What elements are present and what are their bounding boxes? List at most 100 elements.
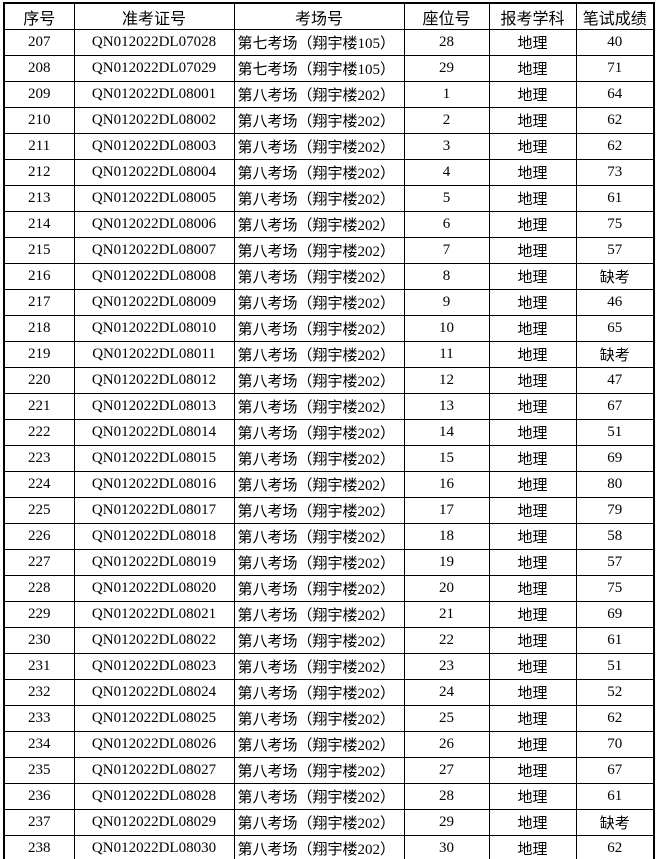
table-row: 209 QN012022DL08001 第八考场（翔宇楼202） 1 地理 64	[3, 81, 655, 108]
cell-score: 52	[575, 679, 655, 706]
cell-seq: 210	[3, 107, 75, 134]
cell-score: 58	[575, 523, 655, 550]
cell-ticket: QN012022DL08018	[73, 523, 235, 550]
table-row: 216 QN012022DL08008 第八考场（翔宇楼202） 8 地理 缺考	[3, 263, 655, 290]
cell-ticket: QN012022DL08026	[73, 731, 235, 758]
cell-room: 第八考场（翔宇楼202）	[233, 627, 405, 654]
cell-subject: 地理	[488, 809, 577, 836]
cell-subject: 地理	[488, 367, 577, 394]
cell-subject: 地理	[488, 783, 577, 810]
cell-seat: 29	[403, 55, 490, 82]
cell-ticket: QN012022DL08013	[73, 393, 235, 420]
cell-score: 40	[575, 29, 655, 56]
cell-score: 缺考	[575, 263, 655, 290]
table-row: 229 QN012022DL08021 第八考场（翔宇楼202） 21 地理 69	[3, 601, 655, 628]
cell-ticket: QN012022DL08028	[73, 783, 235, 810]
cell-score: 69	[575, 445, 655, 472]
cell-seq: 236	[3, 783, 75, 810]
table-row: 218 QN012022DL08010 第八考场（翔宇楼202） 10 地理 65	[3, 315, 655, 342]
cell-room: 第八考场（翔宇楼202）	[233, 575, 405, 602]
cell-ticket: QN012022DL08004	[73, 159, 235, 186]
cell-subject: 地理	[488, 679, 577, 706]
cell-seq: 223	[3, 445, 75, 472]
col-header-seq: 序号	[3, 2, 75, 30]
cell-score: 57	[575, 549, 655, 576]
cell-seq: 209	[3, 81, 75, 108]
cell-score: 69	[575, 601, 655, 628]
cell-subject: 地理	[488, 653, 577, 680]
cell-room: 第八考场（翔宇楼202）	[233, 211, 405, 238]
cell-room: 第八考场（翔宇楼202）	[233, 783, 405, 810]
cell-score: 缺考	[575, 341, 655, 368]
cell-ticket: QN012022DL08014	[73, 419, 235, 446]
cell-ticket: QN012022DL08007	[73, 237, 235, 264]
cell-ticket: QN012022DL08015	[73, 445, 235, 472]
cell-room: 第八考场（翔宇楼202）	[233, 419, 405, 446]
cell-seat: 28	[403, 29, 490, 56]
cell-score: 71	[575, 55, 655, 82]
table-row: 223 QN012022DL08015 第八考场（翔宇楼202） 15 地理 69	[3, 445, 655, 472]
cell-seq: 211	[3, 133, 75, 160]
cell-score: 61	[575, 627, 655, 654]
cell-room: 第八考场（翔宇楼202）	[233, 263, 405, 290]
table-row: 215 QN012022DL08007 第八考场（翔宇楼202） 7 地理 57	[3, 237, 655, 264]
cell-seq: 217	[3, 289, 75, 316]
cell-score: 67	[575, 393, 655, 420]
table-row: 226 QN012022DL08018 第八考场（翔宇楼202） 18 地理 58	[3, 523, 655, 550]
cell-seat: 11	[403, 341, 490, 368]
cell-room: 第七考场（翔宇楼105）	[233, 29, 405, 56]
cell-score: 64	[575, 81, 655, 108]
cell-seat: 4	[403, 159, 490, 186]
cell-seq: 212	[3, 159, 75, 186]
cell-seat: 27	[403, 757, 490, 784]
cell-ticket: QN012022DL08016	[73, 471, 235, 498]
cell-seat: 23	[403, 653, 490, 680]
cell-seq: 234	[3, 731, 75, 758]
cell-subject: 地理	[488, 575, 577, 602]
cell-seat: 19	[403, 549, 490, 576]
cell-subject: 地理	[488, 705, 577, 732]
cell-seat: 14	[403, 419, 490, 446]
cell-room: 第八考场（翔宇楼202）	[233, 601, 405, 628]
cell-ticket: QN012022DL08030	[73, 835, 235, 859]
cell-ticket: QN012022DL08009	[73, 289, 235, 316]
cell-seq: 219	[3, 341, 75, 368]
cell-room: 第七考场（翔宇楼105）	[233, 55, 405, 82]
cell-ticket: QN012022DL08025	[73, 705, 235, 732]
table-row: 210 QN012022DL08002 第八考场（翔宇楼202） 2 地理 62	[3, 107, 655, 134]
cell-subject: 地理	[488, 627, 577, 654]
cell-seat: 25	[403, 705, 490, 732]
cell-room: 第八考场（翔宇楼202）	[233, 731, 405, 758]
cell-ticket: QN012022DL08027	[73, 757, 235, 784]
col-header-subject: 报考学科	[488, 2, 577, 30]
cell-seq: 224	[3, 471, 75, 498]
cell-seq: 221	[3, 393, 75, 420]
cell-seat: 18	[403, 523, 490, 550]
cell-room: 第八考场（翔宇楼202）	[233, 445, 405, 472]
cell-score: 61	[575, 185, 655, 212]
table-row: 224 QN012022DL08016 第八考场（翔宇楼202） 16 地理 80	[3, 471, 655, 498]
cell-seat: 12	[403, 367, 490, 394]
cell-seat: 2	[403, 107, 490, 134]
cell-seq: 238	[3, 835, 75, 859]
cell-seq: 222	[3, 419, 75, 446]
cell-subject: 地理	[488, 81, 577, 108]
cell-score: 75	[575, 211, 655, 238]
cell-ticket: QN012022DL08024	[73, 679, 235, 706]
table-row: 219 QN012022DL08011 第八考场（翔宇楼202） 11 地理 缺考	[3, 341, 655, 368]
cell-subject: 地理	[488, 601, 577, 628]
cell-subject: 地理	[488, 211, 577, 238]
cell-room: 第八考场（翔宇楼202）	[233, 107, 405, 134]
cell-score: 62	[575, 705, 655, 732]
cell-seat: 3	[403, 133, 490, 160]
cell-subject: 地理	[488, 549, 577, 576]
table-row: 222 QN012022DL08014 第八考场（翔宇楼202） 14 地理 51	[3, 419, 655, 446]
table-row: 228 QN012022DL08020 第八考场（翔宇楼202） 20 地理 75	[3, 575, 655, 602]
cell-ticket: QN012022DL08001	[73, 81, 235, 108]
cell-score: 47	[575, 367, 655, 394]
cell-ticket: QN012022DL08012	[73, 367, 235, 394]
table-row: 230 QN012022DL08022 第八考场（翔宇楼202） 22 地理 61	[3, 627, 655, 654]
cell-score: 51	[575, 653, 655, 680]
cell-ticket: QN012022DL08010	[73, 315, 235, 342]
cell-ticket: QN012022DL08002	[73, 107, 235, 134]
